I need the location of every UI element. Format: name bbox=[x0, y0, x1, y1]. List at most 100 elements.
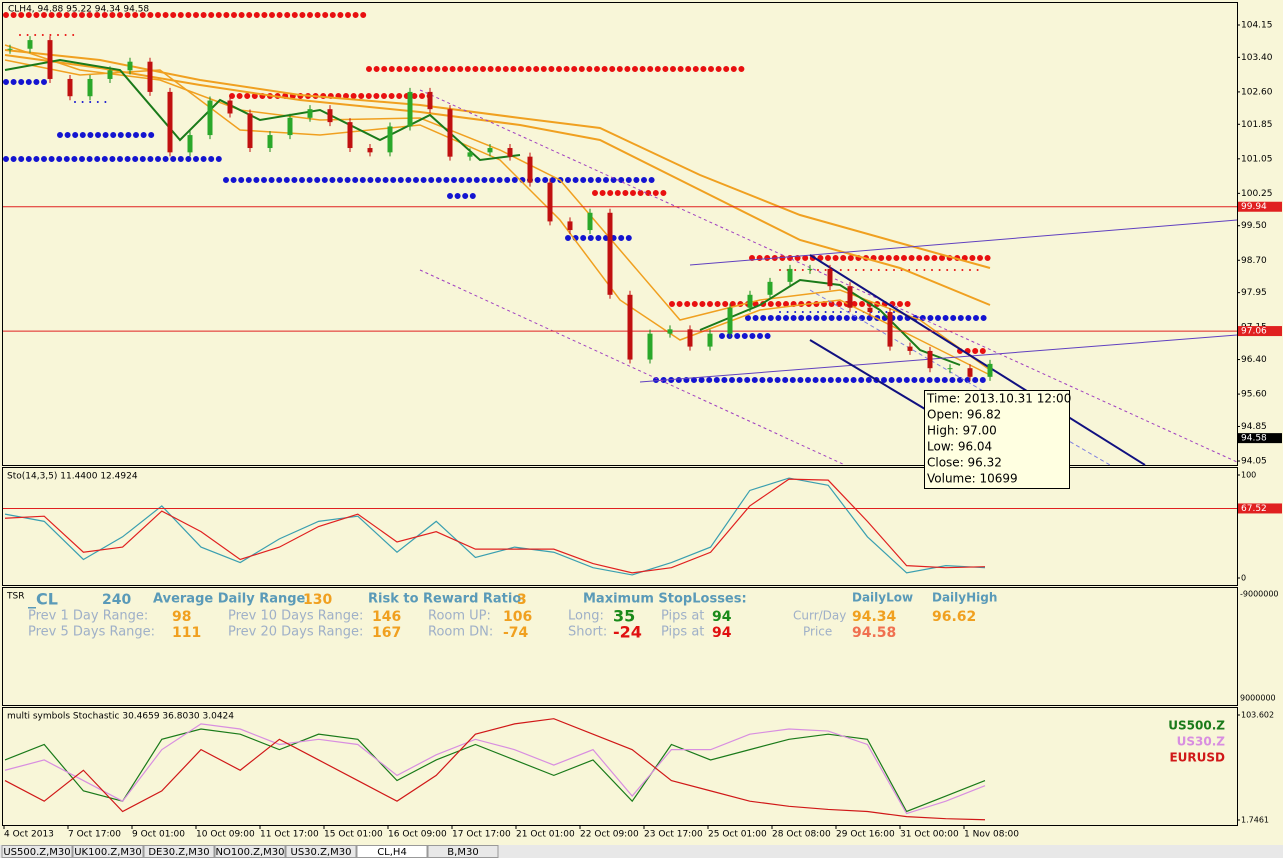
tab-label[interactable]: US500.Z,M30 bbox=[3, 847, 70, 858]
p10: 146 bbox=[372, 609, 401, 625]
level-tag bbox=[1238, 326, 1282, 337]
legend-entry: US500.Z bbox=[1168, 719, 1225, 733]
candle bbox=[507, 148, 513, 157]
candle bbox=[807, 268, 813, 270]
tab-label[interactable]: US30.Z,M30 bbox=[291, 847, 352, 858]
tsr-frame bbox=[2, 587, 1238, 706]
time-label: 28 Oct 08:00 bbox=[772, 830, 831, 840]
multi-frame bbox=[2, 707, 1238, 826]
tooltip-line: Time: 2013.10.31 12:00 bbox=[926, 392, 1071, 406]
tooltip-line: Open: 96.82 bbox=[927, 408, 1001, 422]
tab-label[interactable]: DE30.Z,M30 bbox=[148, 847, 209, 858]
short: -24 bbox=[613, 623, 642, 642]
tsr-scale: -9000000 bbox=[1240, 590, 1279, 599]
tab-label[interactable]: B,M30 bbox=[447, 847, 478, 858]
candle bbox=[7, 48, 13, 50]
candle bbox=[527, 156, 533, 183]
price-label: 104.15 bbox=[1241, 21, 1273, 31]
candle bbox=[467, 152, 473, 157]
up-label: Room UP: bbox=[428, 609, 491, 624]
price-tag bbox=[1238, 433, 1282, 444]
short-label: Short: bbox=[568, 625, 607, 640]
time-label: 22 Oct 09:00 bbox=[580, 830, 639, 840]
moving-average bbox=[4, 58, 521, 162]
time-label: 1 Nov 08:00 bbox=[964, 830, 1019, 840]
candle bbox=[687, 329, 693, 347]
curr-high: 96.62 bbox=[932, 609, 976, 625]
candle bbox=[487, 148, 493, 153]
moving-average bbox=[4, 54, 991, 306]
moving-average bbox=[4, 49, 991, 269]
candle bbox=[27, 40, 33, 49]
candle bbox=[607, 212, 613, 295]
candle bbox=[567, 221, 573, 231]
up: 106 bbox=[503, 609, 532, 625]
candle bbox=[867, 307, 873, 313]
price-label: 101.85 bbox=[1241, 120, 1273, 130]
price-label: 97.95 bbox=[1241, 288, 1267, 298]
p1-label: Prev 1 Day Range: bbox=[28, 609, 148, 624]
legend-entry: EURUSD bbox=[1169, 751, 1225, 765]
time-label: 10 Oct 09:00 bbox=[196, 830, 255, 840]
channel-line bbox=[689, 219, 1238, 266]
tab-label[interactable]: UK100.Z,M30 bbox=[74, 847, 142, 858]
candle bbox=[427, 91, 433, 110]
stoch-header: Sto(14,3,5) 11.4400 12.4924 bbox=[7, 472, 138, 482]
candle bbox=[927, 350, 933, 369]
candle bbox=[987, 363, 993, 377]
price-label: 99.50 bbox=[1241, 221, 1267, 231]
tooltip-line: High: 97.00 bbox=[927, 424, 997, 438]
time-label: 9 Oct 01:00 bbox=[132, 830, 185, 840]
candle bbox=[647, 333, 653, 360]
p20: 167 bbox=[372, 625, 401, 641]
price-label: 103.40 bbox=[1241, 53, 1273, 63]
time-label: 29 Oct 16:00 bbox=[836, 830, 895, 840]
candle bbox=[167, 91, 173, 153]
tsr-panel: TSR _CL 240 Average Daily Range: 130 Pre… bbox=[6, 590, 1279, 703]
candle bbox=[127, 61, 133, 71]
scale-label: 1.7461 bbox=[1241, 816, 1269, 825]
tooltip: Time: 2013.10.31 12:00 Open: 96.82 High: 9… bbox=[924, 390, 1071, 489]
oscillator-line bbox=[4, 478, 986, 574]
candle bbox=[367, 148, 373, 153]
candle bbox=[387, 126, 393, 153]
tooltip-box bbox=[924, 390, 1070, 489]
curr-low: 94.34 bbox=[852, 609, 897, 625]
candle bbox=[147, 61, 153, 92]
tsr-period: 240 bbox=[102, 592, 131, 608]
indicators bbox=[3, 12, 1238, 466]
p1: 98 bbox=[172, 609, 191, 625]
msl-label: Maximum StopLosses: bbox=[583, 592, 747, 607]
tab-label[interactable]: CL,H4 bbox=[377, 847, 407, 858]
candle bbox=[107, 70, 113, 79]
candle bbox=[327, 109, 333, 123]
moving-average bbox=[4, 59, 991, 376]
candle bbox=[887, 312, 893, 347]
frames bbox=[2, 2, 1238, 826]
candle bbox=[587, 212, 593, 231]
channel-line bbox=[639, 334, 1238, 383]
candle bbox=[947, 368, 953, 370]
time-label: 17 Oct 17:00 bbox=[452, 830, 511, 840]
legend-entry: US30.Z bbox=[1177, 735, 1226, 749]
time-label: 4 Oct 2013 bbox=[4, 830, 54, 840]
time-label: 25 Oct 01:00 bbox=[708, 830, 767, 840]
time-label: 11 Oct 17:00 bbox=[260, 830, 319, 840]
candle bbox=[767, 281, 773, 295]
price-label: 95.60 bbox=[1241, 390, 1267, 400]
price-label: 101.05 bbox=[1241, 154, 1273, 164]
adr: 130 bbox=[303, 592, 332, 608]
scale-label: 103.602 bbox=[1241, 711, 1274, 720]
tab-label[interactable]: NO100.Z,M30 bbox=[216, 847, 285, 858]
short-pips: 94 bbox=[712, 625, 732, 641]
candle bbox=[87, 78, 93, 97]
main-frame bbox=[2, 2, 1238, 466]
candle bbox=[47, 40, 53, 79]
time-label: 15 Oct 01:00 bbox=[324, 830, 383, 840]
scale-label: 0 bbox=[1241, 574, 1246, 583]
tooltip-line: Low: 96.04 bbox=[927, 440, 992, 454]
dhigh-label: DailyHigh bbox=[932, 591, 997, 605]
candle bbox=[287, 117, 293, 136]
time-label: 16 Oct 09:00 bbox=[388, 830, 447, 840]
